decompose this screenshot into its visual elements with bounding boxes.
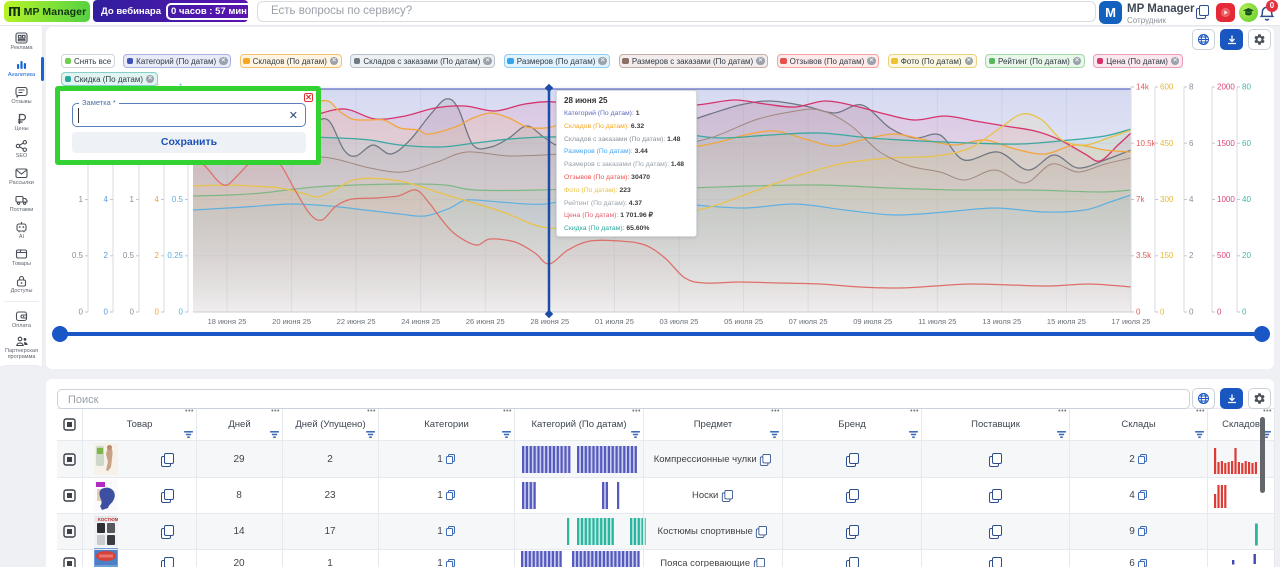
svg-text:3.5k: 3.5k xyxy=(1136,251,1152,260)
svg-text:0.5: 0.5 xyxy=(172,195,184,204)
svg-text:11 июля 25: 11 июля 25 xyxy=(918,317,956,326)
svg-text:18 июня 25: 18 июня 25 xyxy=(208,317,247,326)
svg-text:22 июня 25: 22 июня 25 xyxy=(337,317,376,326)
svg-text:0.5: 0.5 xyxy=(123,251,135,260)
svg-text:4: 4 xyxy=(155,195,160,204)
svg-text:0.5: 0.5 xyxy=(72,251,84,260)
svg-text:15 июля 25: 15 июля 25 xyxy=(1047,317,1086,326)
svg-text:6: 6 xyxy=(1189,139,1194,148)
svg-text:2: 2 xyxy=(1189,251,1194,260)
svg-text:600: 600 xyxy=(1160,83,1174,92)
svg-text:0: 0 xyxy=(1242,308,1247,317)
svg-text:8: 8 xyxy=(1189,83,1194,92)
svg-text:4: 4 xyxy=(1189,195,1194,204)
svg-text:2000: 2000 xyxy=(1217,83,1235,92)
svg-text:07 июля 25: 07 июля 25 xyxy=(789,317,828,326)
svg-text:17 июля 25: 17 июля 25 xyxy=(1112,317,1151,326)
svg-text:0: 0 xyxy=(155,308,160,317)
svg-text:01 июля 25: 01 июля 25 xyxy=(595,317,634,326)
svg-text:500: 500 xyxy=(1217,251,1231,260)
svg-text:24 июня 25: 24 июня 25 xyxy=(401,317,440,326)
svg-text:20: 20 xyxy=(1242,251,1251,260)
svg-text:300: 300 xyxy=(1160,195,1174,204)
svg-text:0: 0 xyxy=(104,308,109,317)
svg-text:450: 450 xyxy=(1160,139,1174,148)
svg-text:28 июня 25: 28 июня 25 xyxy=(530,317,569,326)
svg-text:13 июля 25: 13 июля 25 xyxy=(982,317,1021,326)
svg-text:1: 1 xyxy=(79,195,84,204)
svg-text:150: 150 xyxy=(1160,251,1174,260)
svg-text:05 июля 25: 05 июля 25 xyxy=(724,317,763,326)
svg-text:80: 80 xyxy=(1242,83,1251,92)
svg-text:0: 0 xyxy=(1189,308,1194,317)
svg-text:14k: 14k xyxy=(1136,83,1150,92)
svg-text:0: 0 xyxy=(179,308,184,317)
svg-text:03 июля 25: 03 июля 25 xyxy=(660,317,699,326)
svg-text:26 июня 25: 26 июня 25 xyxy=(466,317,505,326)
svg-text:0: 0 xyxy=(130,308,135,317)
svg-text:0: 0 xyxy=(1217,308,1222,317)
svg-text:0: 0 xyxy=(1136,308,1141,317)
svg-text:2: 2 xyxy=(155,251,160,260)
svg-text:2: 2 xyxy=(104,251,109,260)
svg-text:КОСТЮМ: КОСТЮМ xyxy=(98,517,118,522)
svg-text:20 июня 25: 20 июня 25 xyxy=(272,317,311,326)
svg-text:09 июля 25: 09 июля 25 xyxy=(853,317,892,326)
svg-text:40: 40 xyxy=(1242,195,1251,204)
svg-text:1: 1 xyxy=(130,195,135,204)
svg-text:10.5k: 10.5k xyxy=(1136,139,1157,148)
svg-text:0: 0 xyxy=(1160,308,1165,317)
svg-text:4: 4 xyxy=(104,195,109,204)
svg-text:60: 60 xyxy=(1242,139,1251,148)
svg-text:1000: 1000 xyxy=(1217,195,1235,204)
svg-text:7k: 7k xyxy=(1136,195,1145,204)
svg-text:1500: 1500 xyxy=(1217,139,1235,148)
svg-text:0: 0 xyxy=(79,308,84,317)
svg-text:0.25: 0.25 xyxy=(167,251,183,260)
